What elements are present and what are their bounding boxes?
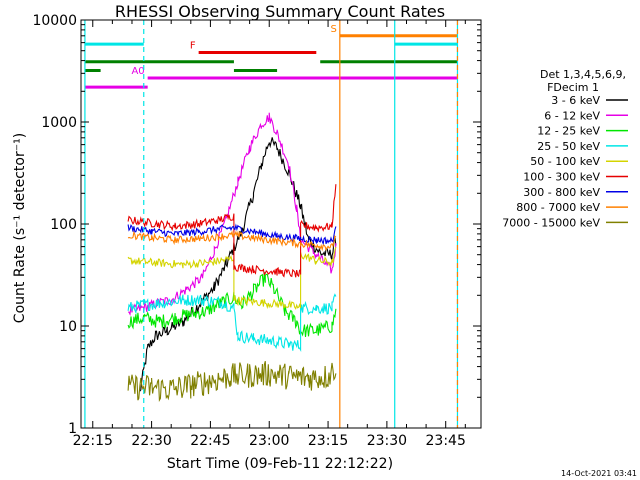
- y-tick-label: 10: [59, 319, 77, 335]
- series-50-100-kev: [127, 246, 337, 310]
- legend-label-7000-15000-kev: 7000 - 15000 keV: [502, 216, 600, 229]
- x-axis-label: Start Time (09-Feb-11 22:12:22): [167, 456, 393, 472]
- series-100-300-kev: [127, 184, 337, 278]
- series-7000-15000-kev: [127, 360, 337, 402]
- state-label-a0: A0: [131, 66, 144, 77]
- x-tick-label: 22:30: [131, 433, 171, 449]
- state-label-a1: A1: [69, 75, 82, 86]
- state-label-rb0: RB0: [62, 50, 82, 61]
- y-tick-label: 100: [50, 217, 77, 233]
- legend-label-12-25-kev: 12 - 25 keV: [537, 125, 600, 138]
- series-300-800-kev: [127, 223, 337, 246]
- x-tick-label: 23:30: [367, 433, 407, 449]
- legend-label-300-800-kev: 300 - 800 keV: [523, 186, 600, 199]
- series-800-7000-kev: [127, 230, 337, 252]
- legend-label-25-50-kev: 25 - 50 keV: [537, 140, 600, 153]
- legend-label-100-300-kev: 100 - 300 keV: [523, 171, 600, 184]
- x-tick-label: 23:45: [426, 433, 466, 449]
- legend-header: Det 1,3,4,5,6,9,: [540, 68, 626, 81]
- y-tick-label: 10000: [32, 13, 77, 29]
- y-tick-label: 1: [68, 421, 77, 437]
- series-25-50-kev: [127, 293, 337, 353]
- state-label-f: F: [190, 41, 196, 52]
- legend-label-800-7000-kev: 800 - 7000 keV: [516, 201, 600, 214]
- timestamp: 14-Oct-2021 03:41: [561, 469, 637, 478]
- x-tick-label: 22:15: [73, 433, 113, 449]
- legend-label-6-12-kev: 6 - 12 keV: [544, 109, 600, 122]
- x-tick-label: 23:15: [308, 433, 348, 449]
- state-label-rd6: RD6: [61, 58, 82, 69]
- legend-label-50-100-kev: 50 - 100 keV: [530, 155, 600, 168]
- x-tick-label: 23:00: [249, 433, 289, 449]
- legend-label-3-6-kev: 3 - 6 keV: [551, 94, 600, 107]
- chart-title: RHESSI Observing Summary Count Rates: [115, 2, 445, 21]
- y-axis-label: Count Rate (s⁻¹ detector⁻¹): [12, 133, 28, 323]
- legend-header: FDecim 1: [547, 81, 599, 94]
- state-label-s: S: [330, 24, 336, 35]
- plot-frame: [80, 19, 482, 429]
- series-6-12-kev: [128, 112, 337, 316]
- y-tick-label: 1000: [41, 115, 77, 131]
- x-tick-label: 22:45: [190, 433, 230, 449]
